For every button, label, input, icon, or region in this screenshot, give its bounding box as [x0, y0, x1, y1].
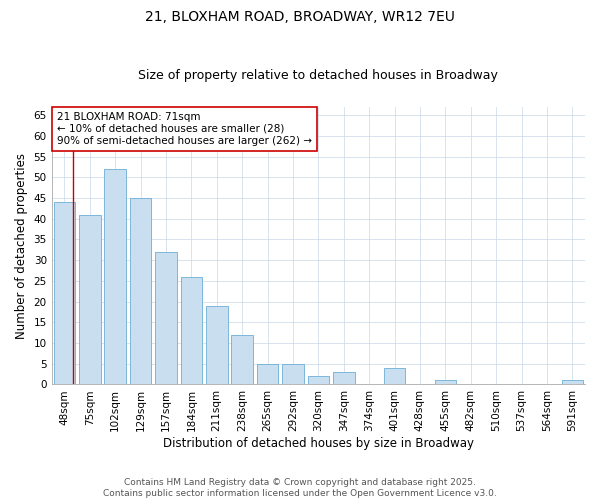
Bar: [308, 376, 329, 384]
Text: Contains HM Land Registry data © Crown copyright and database right 2025.
Contai: Contains HM Land Registry data © Crown c…: [103, 478, 497, 498]
Bar: [562, 380, 583, 384]
Bar: [434, 380, 456, 384]
Bar: [155, 252, 177, 384]
Title: Size of property relative to detached houses in Broadway: Size of property relative to detached ho…: [139, 69, 498, 82]
Bar: [53, 202, 75, 384]
Bar: [206, 306, 227, 384]
Bar: [130, 198, 151, 384]
X-axis label: Distribution of detached houses by size in Broadway: Distribution of detached houses by size …: [163, 437, 474, 450]
Bar: [257, 364, 278, 384]
Bar: [282, 364, 304, 384]
Text: 21, BLOXHAM ROAD, BROADWAY, WR12 7EU: 21, BLOXHAM ROAD, BROADWAY, WR12 7EU: [145, 10, 455, 24]
Y-axis label: Number of detached properties: Number of detached properties: [15, 152, 28, 338]
Bar: [232, 334, 253, 384]
Bar: [333, 372, 355, 384]
Bar: [104, 169, 126, 384]
Text: 21 BLOXHAM ROAD: 71sqm
← 10% of detached houses are smaller (28)
90% of semi-det: 21 BLOXHAM ROAD: 71sqm ← 10% of detached…: [57, 112, 312, 146]
Bar: [181, 276, 202, 384]
Bar: [79, 214, 101, 384]
Bar: [384, 368, 406, 384]
